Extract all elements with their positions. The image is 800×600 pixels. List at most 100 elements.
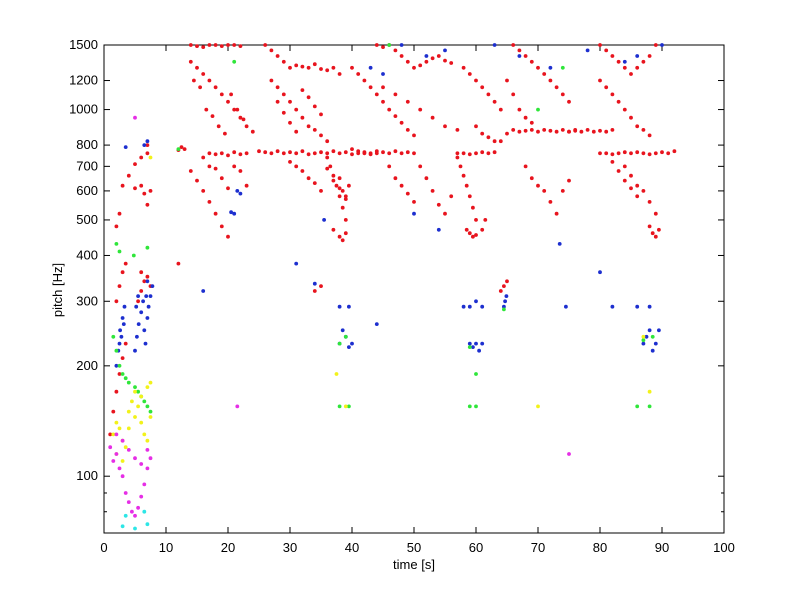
data-point-red xyxy=(350,147,354,152)
data-point-red xyxy=(195,178,199,183)
data-point-magenta xyxy=(133,456,137,461)
data-point-blue xyxy=(504,294,509,298)
data-point-red xyxy=(312,104,317,109)
data-point-magenta xyxy=(567,452,571,456)
data-point-red xyxy=(424,59,429,64)
data-point-blue xyxy=(142,328,147,333)
data-point-red xyxy=(188,59,193,64)
data-point-red xyxy=(653,151,658,156)
data-point-red xyxy=(610,152,615,157)
data-point-red xyxy=(635,124,640,129)
data-point-cyan xyxy=(145,522,150,527)
data-point-red xyxy=(325,155,330,160)
data-point-red xyxy=(195,44,199,48)
data-point-red xyxy=(108,432,113,437)
y-tick-label: 1000 xyxy=(69,102,98,117)
data-point-red xyxy=(226,153,230,158)
data-point-blue xyxy=(337,304,342,309)
data-point-blue xyxy=(136,322,141,326)
data-point-red xyxy=(343,194,348,199)
data-point-red xyxy=(418,63,423,68)
data-point-red xyxy=(616,99,621,104)
data-point-red xyxy=(405,127,410,132)
data-point-red xyxy=(275,149,280,154)
data-point-red xyxy=(412,200,416,204)
data-point-red xyxy=(455,127,460,132)
data-point-red xyxy=(312,127,317,132)
data-point-red xyxy=(622,107,627,112)
data-point-red xyxy=(319,284,323,288)
data-point-red xyxy=(356,72,361,76)
data-point-red xyxy=(226,43,230,47)
data-point-red xyxy=(334,183,339,188)
data-point-red xyxy=(610,127,615,132)
data-point-red xyxy=(405,59,410,64)
data-point-red xyxy=(560,92,565,97)
data-point-red xyxy=(207,43,212,47)
data-point-red xyxy=(635,150,640,155)
data-point-red xyxy=(399,54,404,58)
data-point-red xyxy=(288,65,292,70)
data-point-red xyxy=(486,135,491,140)
data-point-red xyxy=(641,151,646,156)
data-point-red xyxy=(412,133,416,138)
data-point-red xyxy=(505,279,509,284)
data-point-red xyxy=(288,150,292,155)
data-point-red xyxy=(319,150,323,155)
data-point-yellow xyxy=(114,420,119,425)
data-point-blue xyxy=(399,43,404,47)
data-point-red xyxy=(340,205,345,210)
y-axis-label: pitch [Hz] xyxy=(50,263,65,317)
data-point-red xyxy=(145,202,150,207)
data-point-red xyxy=(275,54,280,58)
data-point-magenta xyxy=(142,482,147,487)
data-point-red xyxy=(405,99,410,104)
data-point-red xyxy=(350,152,354,157)
data-point-red xyxy=(213,211,218,216)
data-point-red xyxy=(405,191,410,196)
data-point-blue xyxy=(647,328,652,333)
data-point-red xyxy=(455,151,460,156)
data-point-yellow xyxy=(139,394,144,399)
data-point-red xyxy=(374,92,379,97)
data-point-blue xyxy=(118,328,122,333)
data-point-magenta xyxy=(126,500,131,504)
data-point-red xyxy=(188,169,193,173)
data-point-red xyxy=(554,211,559,216)
data-point-red xyxy=(374,151,379,156)
data-point-green xyxy=(641,338,646,343)
data-point-red xyxy=(598,43,602,47)
data-point-red xyxy=(281,59,286,64)
data-point-green xyxy=(474,372,478,376)
data-point-red xyxy=(337,176,342,181)
data-point-red xyxy=(275,99,280,104)
data-point-blue xyxy=(340,328,345,333)
data-point-blue xyxy=(492,43,497,47)
data-point-red xyxy=(502,284,506,288)
data-point-red xyxy=(232,43,237,47)
data-point-green xyxy=(387,43,392,47)
data-point-blue xyxy=(471,345,475,349)
data-point-green xyxy=(123,376,128,381)
data-point-red xyxy=(622,150,627,155)
data-point-red xyxy=(461,151,466,156)
data-point-red xyxy=(328,164,333,169)
data-point-red xyxy=(300,64,305,69)
data-point-red xyxy=(213,166,218,171)
data-point-blue xyxy=(136,294,141,298)
data-point-blue xyxy=(143,341,148,346)
x-tick-label: 100 xyxy=(713,540,735,555)
data-point-red xyxy=(312,289,317,293)
data-point-red xyxy=(331,173,336,178)
data-point-yellow xyxy=(133,389,137,394)
data-point-blue xyxy=(134,304,139,309)
data-point-green xyxy=(145,245,150,250)
data-point-red xyxy=(337,194,342,199)
data-point-red xyxy=(498,107,503,112)
data-point-blue xyxy=(477,348,481,353)
data-point-red xyxy=(269,48,274,53)
data-point-red xyxy=(142,279,147,284)
data-point-red xyxy=(294,63,299,68)
data-point-red xyxy=(244,124,249,129)
data-point-red xyxy=(201,155,206,160)
